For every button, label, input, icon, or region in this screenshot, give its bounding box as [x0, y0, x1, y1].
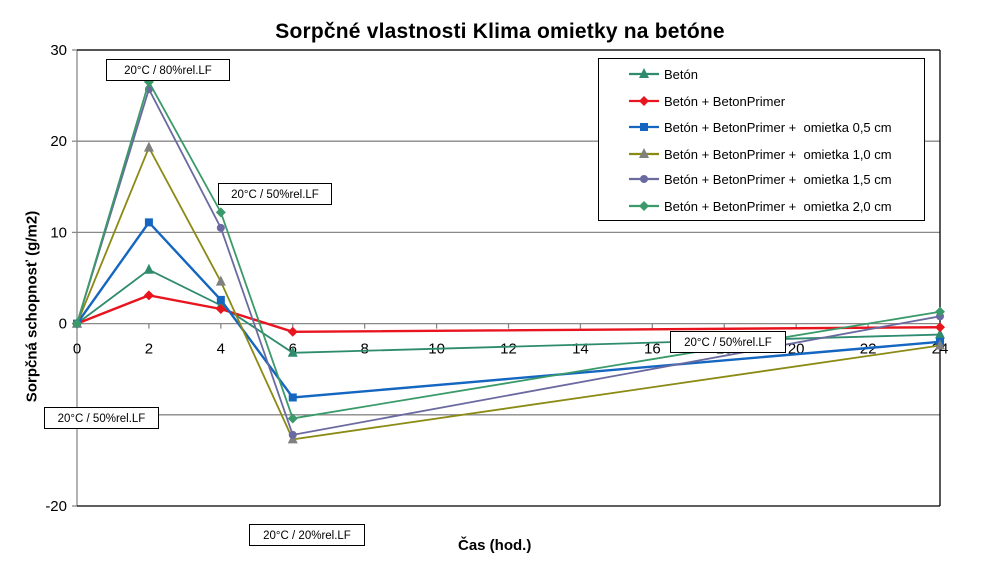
legend-item: Betón + BetonPrimer + omietka 1,0 cm	[629, 144, 892, 164]
y-tick-label: 30	[50, 42, 67, 59]
x-tick-label: 4	[217, 341, 225, 358]
triangle-marker	[143, 263, 154, 274]
diamond-marker	[287, 413, 298, 424]
triangle-legend-icon	[629, 148, 659, 158]
circle-legend-icon	[629, 175, 659, 183]
square-marker	[288, 393, 297, 402]
circle-marker	[216, 223, 225, 232]
triangle-marker	[215, 275, 226, 286]
diamond-marker	[143, 290, 154, 301]
series-line	[76, 220, 941, 399]
y-tick-label: 20	[50, 133, 67, 150]
square-marker	[216, 295, 225, 304]
chart-title: Sorpčné vlastnosti Klima omietky na betó…	[275, 20, 725, 43]
diamond-marker	[72, 318, 82, 329]
x-tick-label: 8	[360, 341, 368, 358]
diamond-legend-icon	[629, 201, 659, 211]
legend-label: Betón + BetonPrimer + omietka 2,0 cm	[664, 198, 892, 214]
diamond-marker	[215, 207, 226, 218]
diamond-marker	[935, 322, 945, 333]
square-legend-icon	[629, 123, 659, 131]
legend-label: Betón	[664, 66, 698, 82]
diamond-legend-icon	[629, 96, 659, 106]
circle-marker	[288, 430, 297, 439]
x-tick-label: 0	[73, 341, 81, 358]
annotation-20rh: 20°C / 20%rel.LF	[249, 524, 365, 546]
annotation-50rh-start: 20°C / 50%rel.LF	[44, 407, 159, 429]
legend-label: Betón + BetonPrimer	[664, 93, 786, 109]
square-marker	[144, 218, 153, 227]
legend-label: Betón + BetonPrimer + omietka 1,0 cm	[664, 146, 892, 162]
annotation-80rh: 20°C / 80%rel.LF	[106, 59, 230, 81]
triangle-marker	[143, 141, 154, 152]
triangle-legend-icon	[629, 68, 659, 78]
triangle-marker	[935, 328, 945, 339]
legend: Betón Betón + BetonPrimer Betón + BetonPri…	[598, 58, 925, 221]
legend-label: Betón + BetonPrimer + omietka 1,5 cm	[664, 171, 892, 187]
triangle-marker	[287, 346, 298, 357]
x-tick-label: 2	[145, 341, 153, 358]
diamond-marker	[215, 304, 226, 315]
legend-item: Betón + BetonPrimer + omietka 0,5 cm	[629, 117, 892, 137]
diamond-marker	[935, 306, 945, 317]
x-axis-label: Čas (hod.)	[458, 537, 532, 554]
triangle-marker	[935, 339, 945, 350]
legend-item: Betón	[629, 64, 698, 84]
legend-item: Betón + BetonPrimer	[629, 91, 785, 111]
x-tick-label: 12	[500, 341, 517, 358]
x-tick-label: 16	[644, 341, 661, 358]
annotation-50rh-4h: 20°C / 50%rel.LF	[218, 183, 332, 205]
legend-item: Betón + BetonPrimer + omietka 1,5 cm	[629, 169, 892, 189]
y-tick-label: 10	[50, 224, 67, 241]
diamond-marker	[287, 326, 298, 337]
y-tick-label: -20	[45, 498, 67, 515]
legend-label: Betón + BetonPrimer + omietka 0,5 cm	[664, 119, 892, 135]
y-tick-label: 0	[59, 316, 67, 333]
x-tick-label: 14	[572, 341, 589, 358]
annotation-50rh-end: 20°C / 50%rel.LF	[670, 331, 786, 353]
legend-item: Betón + BetonPrimer + omietka 2,0 cm	[629, 196, 892, 216]
